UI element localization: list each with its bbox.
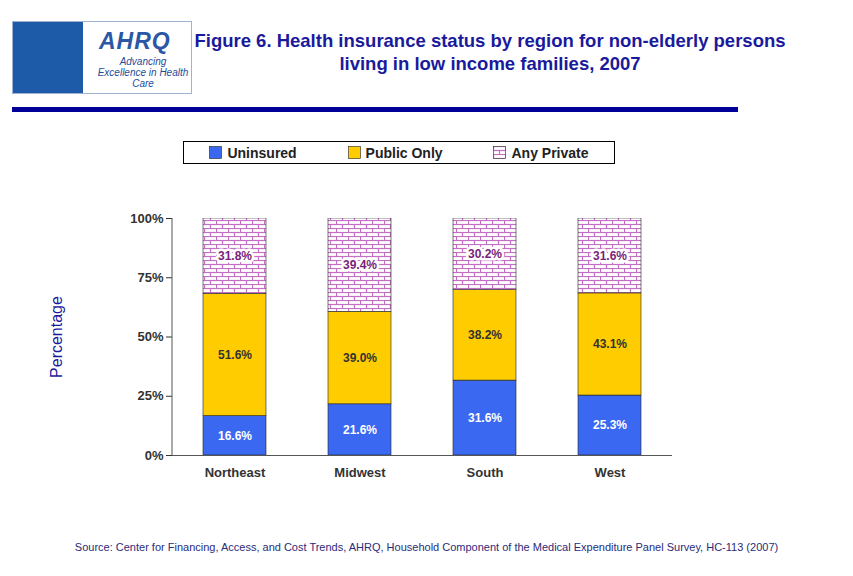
svg-text:31.6%: 31.6%: [468, 411, 502, 425]
html-text:Any Private: Any Private: [511, 144, 589, 161]
svg-text:Midwest: Midwest: [334, 465, 386, 480]
svg-text:75%: 75%: [137, 270, 163, 285]
svg-text:25.3%: 25.3%: [593, 418, 627, 432]
html-text:Public Only: Public Only: [365, 144, 443, 161]
html-text:Advancing Excellence in Health: Advancing Excellence in Health Care: [97, 56, 189, 89]
svg-text:21.6%: 21.6%: [343, 423, 377, 437]
svg-text:Northeast: Northeast: [205, 465, 266, 480]
svg-text:South: South: [467, 465, 504, 480]
svg-text:16.6%: 16.6%: [218, 429, 252, 443]
svg-text:Percentage: Percentage: [48, 296, 65, 378]
svg-text:100%: 100%: [130, 211, 164, 226]
svg-text:43.1%: 43.1%: [593, 337, 627, 351]
svg-text:31.6%: 31.6%: [593, 249, 627, 263]
svg-text:31.8%: 31.8%: [218, 249, 252, 263]
html-text:AHRQ: AHRQ: [99, 28, 171, 54]
html-text:Source: Center for Financing,: Source: Center for Financing, Access, an…: [74, 541, 779, 553]
svg-text:38.2%: 38.2%: [468, 328, 502, 342]
svg-text:West: West: [595, 465, 626, 480]
html-text:Figure 6. Health insurance sta: Figure 6. Health insurance status by reg…: [194, 30, 786, 74]
html-text:Uninsured: Uninsured: [227, 144, 297, 161]
svg-text:25%: 25%: [137, 388, 163, 403]
svg-text:51.6%: 51.6%: [218, 348, 252, 362]
svg-text:0%: 0%: [145, 448, 164, 463]
svg-text:39.4%: 39.4%: [343, 258, 377, 272]
svg-text:39.0%: 39.0%: [343, 351, 377, 365]
svg-text:50%: 50%: [137, 329, 163, 344]
svg-text:30.2%: 30.2%: [468, 247, 502, 261]
